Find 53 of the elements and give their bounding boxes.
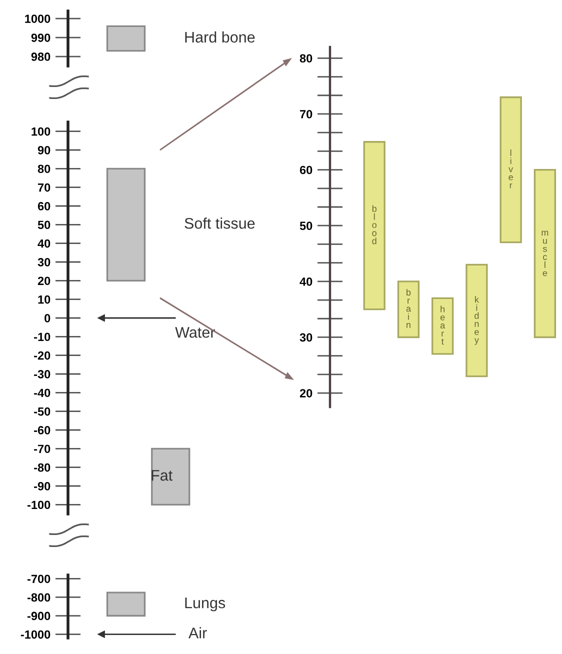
y-tick-label: -700 xyxy=(27,574,50,584)
annotation: Fat xyxy=(152,470,172,481)
y-tick-label: -40 xyxy=(34,388,50,398)
y-tick-label: 20 xyxy=(38,276,50,286)
y-tick-label: 1000 xyxy=(25,14,50,23)
bar xyxy=(397,280,420,338)
y-tick-label: 980 xyxy=(31,52,50,61)
y-tick-label: 60 xyxy=(300,166,312,174)
bar xyxy=(466,264,488,378)
y-tick-label: 60 xyxy=(38,202,50,210)
y-tick-label: -100 xyxy=(27,500,50,510)
text: Lungs xyxy=(185,598,226,612)
y-tick-label: 30 xyxy=(300,333,312,342)
bar xyxy=(363,141,386,310)
y-tick-label: -30 xyxy=(34,370,50,378)
y-tick-label: 40 xyxy=(300,277,312,286)
y-tick-label: 990 xyxy=(31,34,50,42)
category-label: muscle xyxy=(542,230,548,276)
category-label: brain xyxy=(406,288,411,328)
bar xyxy=(534,168,556,338)
y-tick-label: -80 xyxy=(34,463,50,472)
y-tick-label: 0 xyxy=(44,314,50,322)
y-tick-label: 70 xyxy=(38,183,50,192)
bar xyxy=(500,96,522,244)
ref-line-label: Water xyxy=(175,327,215,338)
y-tick-label: 50 xyxy=(38,220,50,230)
category-label: heart xyxy=(440,306,446,345)
y-tick-label: -20 xyxy=(34,351,50,360)
y-tick-label: -1000 xyxy=(20,630,50,639)
y-tick-label: 50 xyxy=(300,222,312,230)
y-tick-label: -900 xyxy=(27,612,50,620)
y-tick-label: -50 xyxy=(34,407,50,416)
bar xyxy=(432,297,454,355)
y-tick-label: 90 xyxy=(38,146,50,154)
y-tick-label: 30 xyxy=(38,258,50,266)
y-tick-label: -60 xyxy=(34,426,50,434)
text: Hard bone xyxy=(185,31,255,43)
y-tick-label: -800 xyxy=(27,593,50,602)
y-tick-label: -90 xyxy=(34,482,50,490)
y-tick-label: 20 xyxy=(300,389,312,398)
category-label: kidney xyxy=(474,296,479,345)
ref-line-label: Air xyxy=(188,627,207,638)
category-label: liver xyxy=(508,149,514,188)
y-tick-label: 40 xyxy=(38,239,50,248)
y-tick-label: -10 xyxy=(34,332,50,342)
y-tick-label: 70 xyxy=(300,110,312,118)
category-label: blood xyxy=(372,205,376,244)
y-tick-label: 100 xyxy=(32,127,50,136)
y-tick-label: 10 xyxy=(38,295,50,304)
y-tick-label: 80 xyxy=(38,164,50,174)
y-tick-label: -70 xyxy=(34,444,50,454)
text: Soft tissue xyxy=(184,218,255,229)
y-tick-label: 80 xyxy=(300,54,312,63)
